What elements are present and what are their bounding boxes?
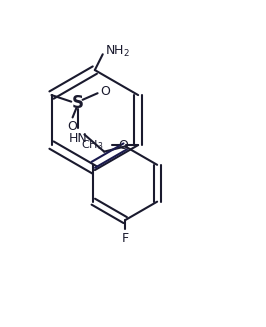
Text: NH$_2$: NH$_2$ [105, 44, 130, 59]
Text: O: O [100, 85, 110, 98]
Text: S: S [72, 94, 84, 112]
Text: CH$_3$: CH$_3$ [81, 138, 104, 152]
Text: O: O [68, 120, 77, 133]
Text: O: O [119, 139, 128, 152]
Text: F: F [122, 232, 129, 245]
Text: HN: HN [68, 132, 87, 145]
